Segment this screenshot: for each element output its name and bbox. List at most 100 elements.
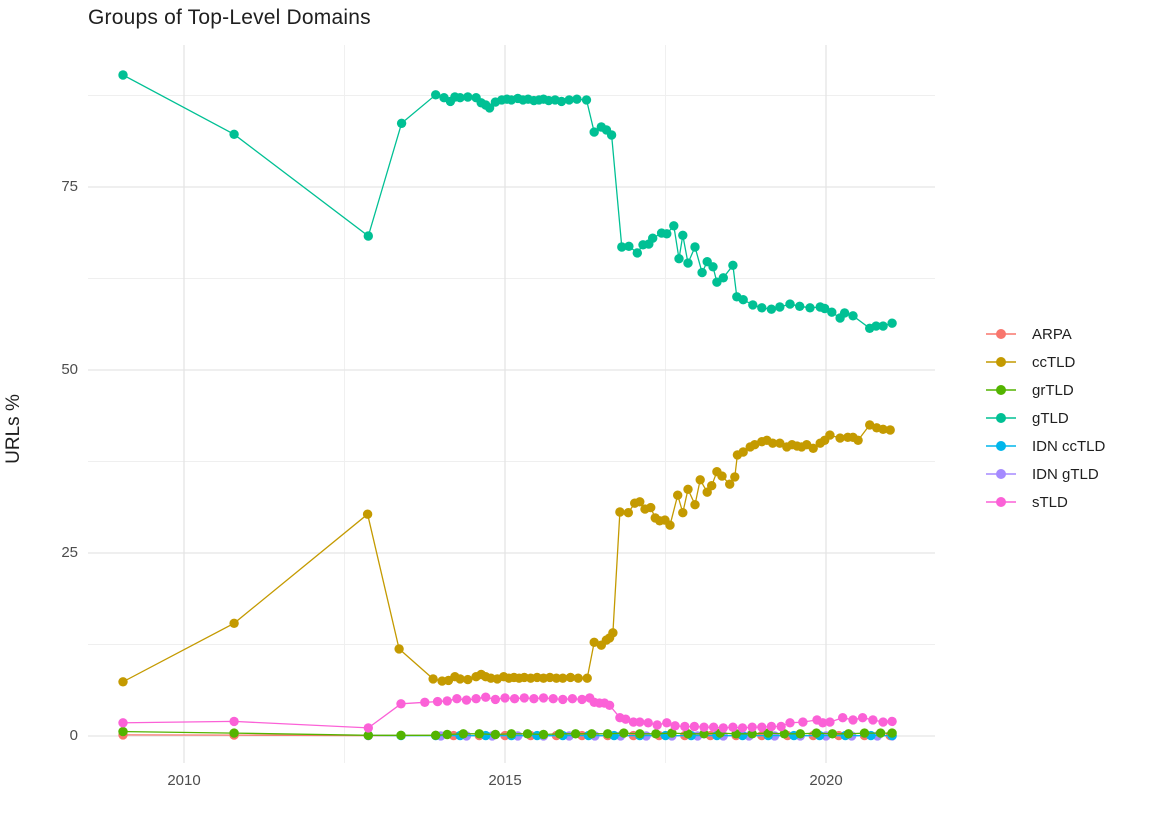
legend-label-idn-cctld: IDN ccTLD bbox=[1032, 437, 1106, 455]
data-point-gtld bbox=[229, 129, 239, 139]
data-point-cctld bbox=[665, 520, 675, 530]
data-point-stld bbox=[432, 696, 443, 707]
data-point-grtld bbox=[442, 729, 452, 740]
legend-key-point bbox=[996, 441, 1006, 451]
series-grtld bbox=[118, 726, 897, 740]
data-point-stld bbox=[878, 717, 888, 727]
data-point-grtld bbox=[229, 728, 239, 738]
data-point-cctld bbox=[673, 490, 683, 500]
data-point-grtld bbox=[587, 729, 597, 739]
data-point-stld bbox=[558, 694, 568, 705]
data-point-gtld bbox=[785, 299, 795, 309]
data-point-gtld bbox=[455, 93, 465, 103]
data-point-grtld bbox=[458, 729, 468, 739]
data-point-cctld bbox=[707, 481, 717, 491]
data-point-cctld bbox=[683, 484, 693, 494]
data-point-grtld bbox=[795, 729, 805, 739]
data-point-gtld bbox=[662, 229, 672, 239]
data-point-stld bbox=[500, 693, 510, 703]
legend-label-gtld: gTLD bbox=[1032, 409, 1069, 427]
data-point-stld bbox=[538, 693, 549, 703]
data-point-stld bbox=[643, 718, 653, 728]
data-point-grtld bbox=[603, 729, 613, 739]
series-line-grtld bbox=[122, 730, 893, 736]
x-tick-label-2010: 2010 bbox=[167, 772, 201, 789]
data-point-gtld bbox=[805, 303, 815, 313]
data-point-gtld bbox=[463, 92, 473, 102]
data-point-gtld bbox=[839, 308, 850, 318]
data-point-stld bbox=[442, 696, 452, 706]
legend-item-grtld: grTLD bbox=[984, 376, 1105, 404]
data-point-stld bbox=[471, 694, 481, 704]
legend-key-point bbox=[996, 385, 1006, 395]
data-point-gtld bbox=[581, 95, 592, 105]
data-point-gtld bbox=[678, 230, 688, 240]
data-point-gtld bbox=[624, 241, 634, 251]
data-point-stld bbox=[848, 715, 858, 725]
data-point-stld bbox=[757, 722, 767, 732]
data-point-gtld bbox=[572, 94, 582, 104]
legend-key-idn-cctld bbox=[986, 441, 1016, 451]
data-point-grtld bbox=[619, 728, 629, 738]
data-point-gtld bbox=[748, 300, 758, 310]
data-point-cctld bbox=[558, 673, 568, 683]
data-point-gtld bbox=[820, 303, 830, 314]
data-point-cctld bbox=[678, 508, 688, 518]
data-point-gtld bbox=[690, 242, 700, 252]
data-point-stld bbox=[452, 694, 462, 704]
y-axis-title: URLs % bbox=[3, 394, 24, 464]
legend-item-cctld: ccTLD bbox=[984, 348, 1105, 376]
data-point-stld bbox=[548, 694, 558, 704]
data-point-stld bbox=[481, 692, 491, 702]
gridlines bbox=[88, 45, 935, 763]
legend-label-idn-gtld: IDN gTLD bbox=[1032, 465, 1099, 483]
data-point-stld bbox=[766, 721, 777, 732]
data-point-cctld bbox=[646, 502, 656, 513]
legend-label-arpa: ARPA bbox=[1032, 325, 1072, 343]
data-point-stld bbox=[567, 694, 578, 704]
data-point-stld bbox=[747, 722, 757, 732]
data-point-gtld bbox=[648, 233, 658, 243]
data-point-cctld bbox=[750, 440, 760, 450]
data-point-gtld bbox=[757, 303, 767, 313]
data-point-cctld bbox=[608, 628, 618, 638]
y-tick-label-75: 75 bbox=[61, 178, 78, 195]
data-point-cctld bbox=[835, 433, 845, 443]
data-point-gtld bbox=[674, 254, 684, 264]
data-point-cctld bbox=[853, 435, 863, 445]
chart-title: Groups of Top-Level Domains bbox=[88, 6, 371, 29]
data-point-cctld bbox=[695, 475, 705, 485]
data-point-stld bbox=[577, 694, 587, 705]
legend-key-point bbox=[996, 469, 1006, 479]
data-point-grtld bbox=[683, 729, 693, 739]
data-point-cctld bbox=[730, 472, 740, 482]
data-point-gtld bbox=[484, 103, 495, 113]
data-point-grtld bbox=[570, 729, 581, 739]
data-point-grtld bbox=[554, 729, 565, 739]
data-point-gtld bbox=[697, 267, 707, 278]
data-point-stld bbox=[509, 694, 520, 704]
data-point-grtld bbox=[843, 729, 854, 739]
x-tick-label-2015: 2015 bbox=[488, 772, 522, 789]
data-point-cctld bbox=[582, 673, 592, 683]
series-line-gtld bbox=[122, 74, 893, 330]
data-point-grtld bbox=[859, 728, 870, 738]
legend-label-stld: sTLD bbox=[1032, 493, 1068, 511]
legend-item-idn-gtld: IDN gTLD bbox=[984, 460, 1105, 488]
data-point-cctld bbox=[589, 637, 599, 647]
data-point-cctld bbox=[565, 672, 576, 683]
series-stld bbox=[118, 692, 897, 733]
legend-key-grtld bbox=[986, 385, 1016, 395]
data-point-gtld bbox=[878, 321, 888, 331]
legend-item-stld: sTLD bbox=[984, 488, 1105, 516]
data-point-cctld bbox=[878, 424, 888, 434]
data-point-gtld bbox=[606, 130, 617, 140]
legend-key-idn-gtld bbox=[986, 469, 1016, 479]
data-point-stld bbox=[838, 713, 848, 723]
data-point-stld bbox=[662, 718, 672, 728]
legend-key-gtld bbox=[986, 413, 1016, 423]
data-point-stld bbox=[857, 713, 868, 723]
data-point-stld bbox=[798, 717, 808, 727]
